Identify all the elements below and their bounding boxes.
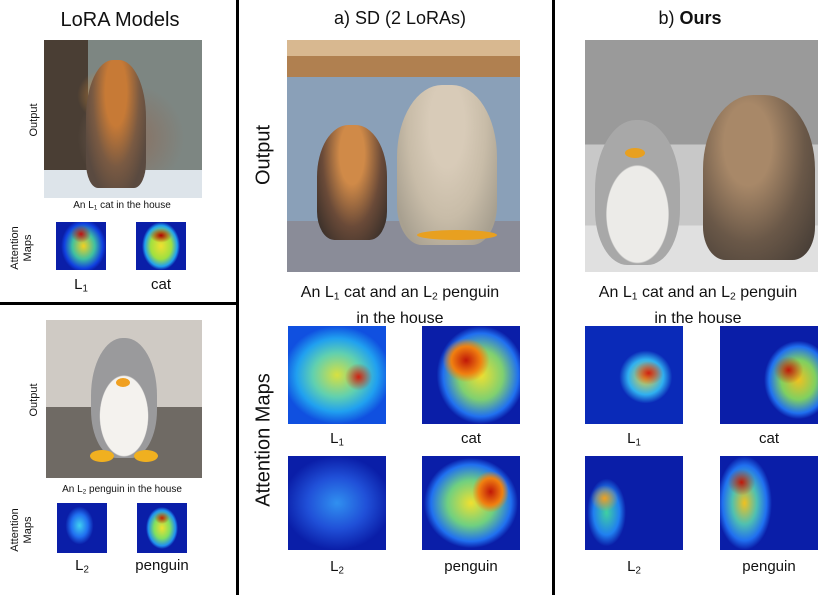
left-panel-title: LoRA Models: [60, 9, 180, 31]
attention-map-cat-sd: [422, 326, 520, 424]
middle-panel-title: a) SD (2 LoRAs): [333, 8, 467, 28]
right-panel-title: b) Ours: [658, 8, 722, 28]
map-label-L1-sd: L1: [330, 430, 344, 449]
map-label-L1-ours: L1: [627, 430, 641, 449]
row-label-output-penguin: Output: [28, 383, 40, 417]
divider-left: [236, 0, 239, 595]
attention-map-cat-lora: [136, 222, 186, 270]
map-label-L2-sd: L2: [330, 558, 344, 577]
map-label-cat-ours: cat: [758, 430, 780, 447]
caption-penguin-lora: An L2 penguin in the house: [62, 484, 182, 496]
penguin-lora-output-image: [46, 320, 202, 478]
sd-output-image: [287, 40, 520, 272]
map-label-penguin-sd: penguin: [444, 558, 498, 575]
map-label-L2: L2: [75, 557, 89, 576]
map-label-penguin-ours: penguin: [742, 558, 796, 575]
caption-ours: An L1 cat and an L2 penguin in the house: [598, 284, 798, 327]
attention-map-L2-lora: [57, 503, 107, 553]
attention-map-penguin-sd: [422, 456, 520, 550]
map-label-cat-sd: cat: [460, 430, 482, 447]
attention-map-L1-lora: [56, 222, 106, 270]
divider-horizontal: [0, 302, 238, 305]
attention-map-L2-ours: [585, 456, 683, 550]
caption-cat-lora: An L1 cat in the house: [73, 200, 171, 212]
divider-right: [552, 0, 555, 595]
map-label-L2-ours: L2: [627, 558, 641, 577]
map-label-penguin: penguin: [135, 557, 189, 574]
map-label-L1: L1: [74, 276, 88, 295]
row-label-attention-maps-sd: Attention Maps: [252, 373, 275, 507]
row-label-output-sd: Output: [252, 124, 275, 186]
cat-lora-output-image: [44, 40, 202, 198]
ours-output-image: [585, 40, 818, 272]
attention-map-cat-ours: [720, 326, 818, 424]
attention-map-penguin-lora: [137, 503, 187, 553]
attention-map-penguin-ours: [720, 456, 818, 550]
row-label-attention-maps-penguin: Attention Maps: [9, 508, 34, 552]
attention-map-L2-sd: [288, 456, 386, 550]
row-label-output: Output: [28, 103, 40, 137]
attention-map-L1-ours: [585, 326, 683, 424]
attention-map-L1-sd: [288, 326, 386, 424]
map-label-cat: cat: [150, 276, 172, 293]
caption-sd: An L1 cat and an L2 penguin in the house: [300, 284, 500, 327]
row-label-attention-maps: Attention Maps: [9, 226, 34, 270]
